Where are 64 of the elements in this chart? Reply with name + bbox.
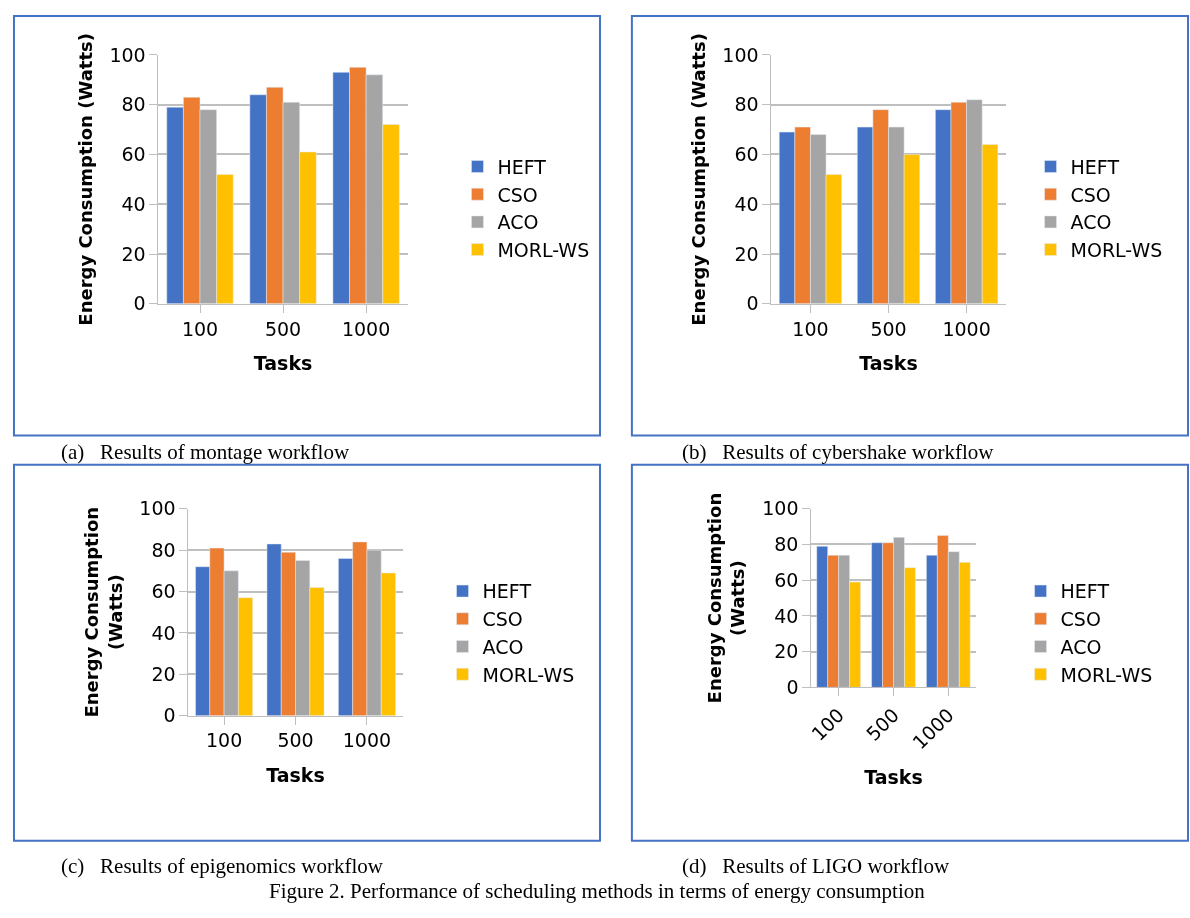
x-tick-label: 500 (264, 317, 302, 340)
legend-label: MORL-WS (497, 239, 590, 261)
y-tick-label: 60 (151, 580, 176, 603)
x-tick-label: 100 (181, 317, 219, 340)
x-tick-label: 500 (861, 703, 904, 745)
legend-label: CSO (497, 183, 538, 206)
y-tick-label: 80 (734, 93, 759, 116)
y-axis-title: Energy Consumption (Watts) (687, 33, 709, 326)
x-tick-label: 100 (807, 703, 849, 745)
x-axis-title: Tasks (859, 352, 918, 375)
legend-label: ACO (497, 211, 539, 234)
legend-label: MORL-WS (1070, 239, 1163, 261)
y-tick-label: 80 (151, 538, 176, 561)
y-axis-title: Energy Consumption (Watts) (74, 33, 96, 326)
y-tick-label: 40 (734, 192, 759, 215)
x-tick-label: 100 (792, 317, 829, 340)
text: (d) Results of LIGO workflow (682, 854, 950, 878)
x-axis-title: Tasks (266, 764, 325, 787)
x-tick-label: 500 (870, 317, 907, 340)
legend-label: MORL-WS (1060, 663, 1153, 686)
legend-label: HEFT (482, 580, 532, 603)
y-tick-label: 60 (774, 568, 799, 591)
y-tick-label: 0 (746, 292, 759, 315)
x-tick-label: 100 (205, 729, 243, 752)
y-tick-label: 20 (734, 242, 759, 265)
y-tick-label: 0 (133, 292, 146, 315)
y-tick-label: 0 (163, 704, 176, 727)
x-axis-title: Tasks (864, 766, 923, 789)
y-tick-label: 40 (151, 621, 176, 644)
legend-label: ACO (482, 635, 524, 658)
text: (b) Results of cybershake workflow (682, 440, 995, 464)
y-tick-label: 40 (774, 604, 799, 627)
y-tick-label: 100 (762, 497, 799, 520)
x-tick-label: 500 (277, 729, 314, 752)
x-tick-label: 1000 (341, 317, 391, 340)
legend-label: MORL-WS (482, 663, 575, 686)
legend-label: ACO (1070, 211, 1112, 234)
y-tick-label: 40 (121, 192, 146, 215)
y-axis-title: Energy Consumption (Watts) (704, 492, 749, 704)
text: (a) Results of montage workflow (61, 440, 350, 464)
y-tick-label: 60 (121, 143, 146, 166)
y-tick-label: 100 (109, 43, 146, 66)
caption: Figure 2. Performance of scheduling methods in terms of energy consumption (269, 879, 926, 903)
legend-label: HEFT (1070, 155, 1120, 178)
legend-label: HEFT (1060, 580, 1110, 603)
legend-label: CSO (482, 608, 523, 631)
y-tick-label: 20 (121, 242, 146, 265)
text: (c) Results of epigenomics workflow (61, 854, 384, 878)
legend-label: ACO (1060, 635, 1102, 658)
legend-label: CSO (1070, 183, 1111, 206)
x-axis-title: Tasks (253, 352, 313, 375)
x-tick-label: 1000 (342, 729, 392, 752)
y-tick-label: 20 (774, 640, 799, 663)
y-tick-label: 100 (139, 497, 176, 520)
y-tick-label: 60 (734, 143, 759, 166)
y-tick-label: 100 (722, 43, 759, 66)
y-tick-label: 80 (121, 93, 146, 116)
x-tick-label: 1000 (942, 317, 991, 340)
y-tick-label: 20 (151, 662, 176, 685)
legend-label: CSO (1060, 608, 1101, 631)
y-tick-label: 0 (786, 676, 799, 699)
y-axis-title: Energy Consumption (Watts) (81, 506, 126, 718)
y-tick-label: 80 (774, 533, 799, 556)
legend-label: HEFT (497, 155, 547, 178)
